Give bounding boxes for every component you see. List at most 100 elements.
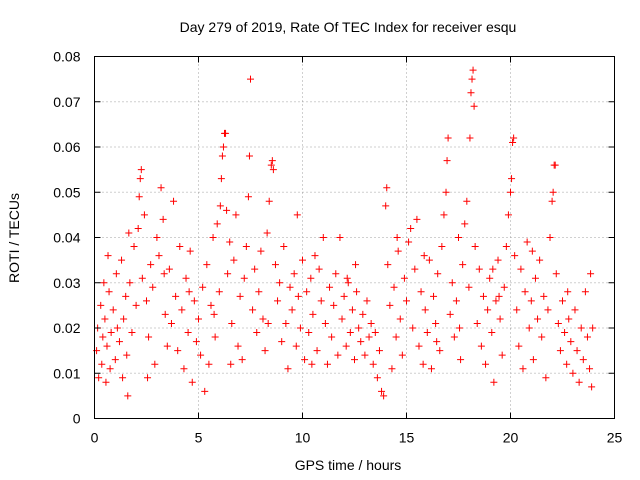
data-point (469, 66, 477, 74)
data-point (511, 252, 519, 260)
data-point (421, 306, 429, 314)
data-point (440, 211, 448, 219)
data-point (223, 206, 231, 214)
data-point (317, 297, 325, 305)
data-point (249, 306, 257, 314)
data-point (564, 288, 572, 296)
data-point (546, 234, 554, 241)
data-point (420, 252, 428, 260)
data-point (507, 188, 514, 196)
data-point (433, 338, 441, 346)
data-point (107, 329, 115, 337)
y-tick-label: 0.08 (53, 49, 80, 65)
data-point (301, 356, 309, 364)
data-point (367, 319, 375, 327)
y-tick-label: 0 (73, 411, 81, 427)
data-point (293, 211, 301, 219)
data-point (498, 351, 506, 359)
data-point (330, 301, 338, 309)
data-point (303, 288, 311, 296)
data-point (209, 234, 217, 241)
data-point (238, 356, 246, 364)
data-point (490, 378, 498, 386)
data-point (286, 283, 294, 291)
data-point (284, 365, 292, 373)
data-point (232, 211, 240, 219)
data-point (411, 265, 419, 273)
y-axis-label: ROTI / TECUs (6, 193, 22, 283)
data-point (551, 161, 559, 169)
data-point (471, 243, 479, 251)
y-tick-label: 0.07 (53, 94, 80, 110)
data-point (163, 342, 171, 350)
data-point (463, 197, 471, 205)
data-point (398, 351, 406, 359)
data-point (565, 315, 573, 323)
data-point (102, 378, 110, 386)
y-tick-label: 0.03 (53, 275, 80, 291)
data-point (336, 234, 344, 241)
data-point (369, 360, 377, 368)
data-point (531, 274, 539, 282)
data-point (400, 274, 408, 282)
data-point (122, 292, 130, 300)
data-point (457, 356, 465, 364)
data-point (492, 297, 500, 305)
data-point (134, 224, 142, 232)
data-point (371, 329, 379, 337)
data-point (104, 252, 112, 260)
data-point (338, 315, 346, 323)
data-point (188, 378, 196, 386)
data-point (569, 369, 577, 377)
data-point (128, 329, 136, 337)
data-point (495, 292, 503, 300)
data-point (120, 315, 128, 323)
data-point (344, 279, 352, 287)
data-point (109, 306, 117, 314)
data-point (343, 274, 351, 282)
x-tick-label: 0 (91, 430, 99, 446)
data-point (413, 215, 421, 223)
data-point (351, 356, 358, 364)
data-point (540, 292, 548, 300)
data-point (153, 234, 161, 241)
data-point (159, 215, 167, 223)
data-point (515, 342, 523, 350)
data-point (403, 297, 410, 305)
data-point (259, 315, 267, 323)
data-point (217, 175, 225, 183)
data-point (130, 243, 138, 251)
data-point (236, 292, 244, 300)
data-point (452, 297, 460, 305)
data-point (294, 292, 302, 300)
data-point (100, 279, 108, 287)
data-point (538, 333, 546, 341)
data-point (213, 220, 221, 228)
data-point (274, 297, 282, 305)
data-point (280, 243, 288, 251)
data-point (172, 292, 180, 300)
data-point (155, 252, 163, 260)
data-point (118, 256, 126, 264)
data-point (308, 360, 316, 368)
data-point (386, 301, 394, 309)
data-point (199, 283, 207, 291)
data-point (192, 338, 200, 346)
data-point (373, 374, 381, 382)
data-point (438, 243, 446, 251)
data-point (332, 270, 340, 278)
data-point (444, 134, 452, 142)
x-tick-label: 5 (195, 430, 203, 446)
x-tick-label: 20 (503, 430, 519, 446)
data-point (448, 279, 456, 287)
data-point (230, 256, 238, 264)
data-point (180, 365, 188, 373)
data-point (292, 342, 300, 350)
data-point (583, 333, 591, 341)
data-point (352, 261, 360, 269)
data-point (467, 89, 475, 97)
data-point (556, 347, 564, 355)
data-point (182, 274, 190, 282)
data-point (589, 324, 597, 332)
data-point (355, 324, 363, 332)
